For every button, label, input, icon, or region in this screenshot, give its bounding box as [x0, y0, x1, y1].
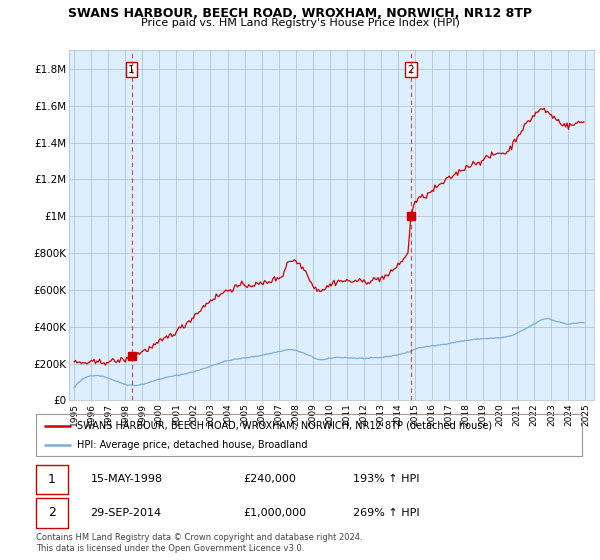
Text: 269% ↑ HPI: 269% ↑ HPI — [353, 508, 419, 518]
Text: Contains HM Land Registry data © Crown copyright and database right 2024.
This d: Contains HM Land Registry data © Crown c… — [36, 533, 362, 553]
Bar — [36, 465, 68, 494]
Text: 15-MAY-1998: 15-MAY-1998 — [91, 474, 163, 484]
Text: HPI: Average price, detached house, Broadland: HPI: Average price, detached house, Broa… — [77, 440, 307, 450]
Text: Price paid vs. HM Land Registry's House Price Index (HPI): Price paid vs. HM Land Registry's House … — [140, 18, 460, 28]
Bar — [36, 498, 68, 528]
Text: 1: 1 — [128, 64, 135, 74]
Text: 193% ↑ HPI: 193% ↑ HPI — [353, 474, 419, 484]
Text: £1,000,000: £1,000,000 — [244, 508, 307, 518]
Text: SWANS HARBOUR, BEECH ROAD, WROXHAM, NORWICH, NR12 8TP: SWANS HARBOUR, BEECH ROAD, WROXHAM, NORW… — [68, 7, 532, 20]
Text: 2: 2 — [407, 64, 414, 74]
Text: SWANS HARBOUR, BEECH ROAD, WROXHAM, NORWICH, NR12 8TP (detached house): SWANS HARBOUR, BEECH ROAD, WROXHAM, NORW… — [77, 421, 492, 431]
Text: 2: 2 — [48, 506, 56, 520]
Text: 1: 1 — [48, 473, 56, 486]
Text: 29-SEP-2014: 29-SEP-2014 — [91, 508, 162, 518]
Text: £240,000: £240,000 — [244, 474, 296, 484]
